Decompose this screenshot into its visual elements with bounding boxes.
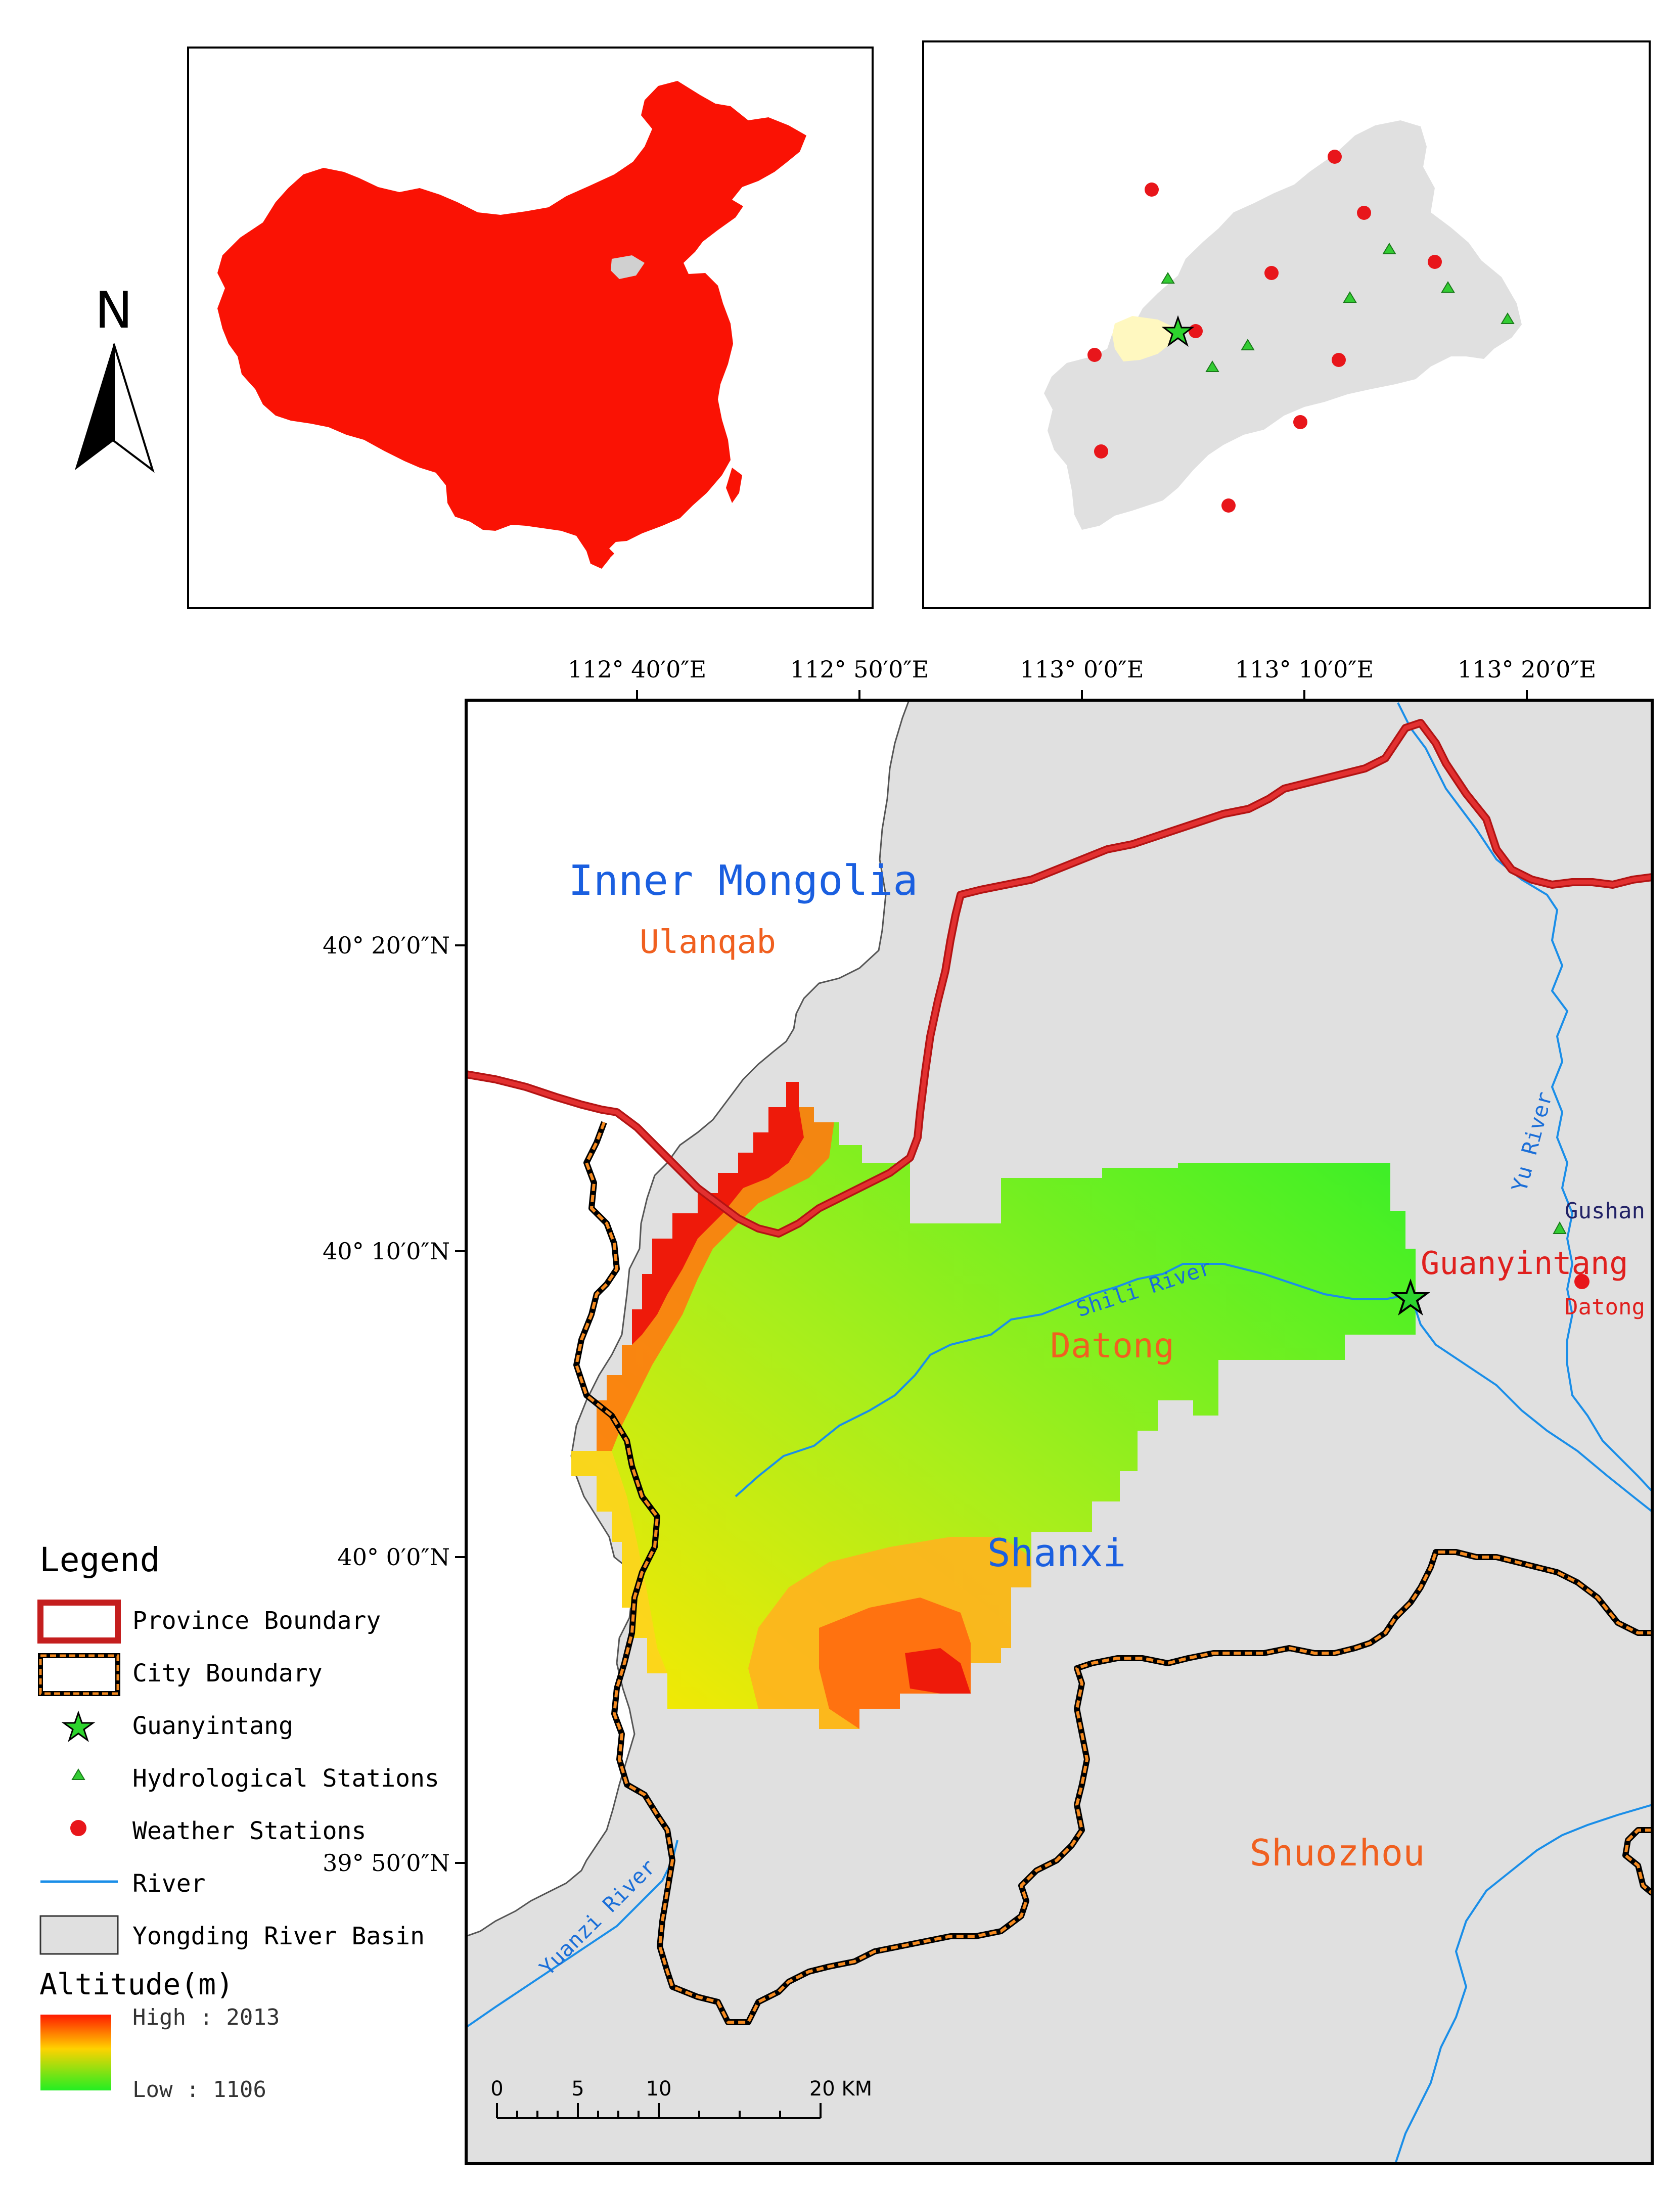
shanxi-label: Shanxi — [987, 1530, 1126, 1575]
altitude-high-label: High : 2013 — [132, 2004, 280, 2030]
altitude-low-label: Low : 1106 — [132, 2077, 266, 2103]
legend-city-swatch — [38, 1653, 120, 1696]
guanyintang-star-inset-icon — [1161, 315, 1195, 347]
lon-tick-label: 113° 0′0″E — [1020, 656, 1144, 683]
scale-tick-label: 10 — [646, 2077, 672, 2101]
scale-tick-label: 20 KM — [809, 2077, 872, 2101]
altitude-gradient-bar — [40, 2015, 111, 2090]
legend-star-icon — [61, 1710, 96, 1742]
legend-item-label: Hydrological Stations — [132, 1764, 439, 1793]
study-catchment-highlight — [1112, 316, 1177, 361]
lon-tick-label: 113° 10′0″E — [1235, 656, 1374, 683]
lat-tick-label: 39° 50′0″N — [323, 1849, 450, 1877]
legend-basin-swatch — [39, 1915, 119, 1955]
south-river — [1394, 1804, 1652, 2164]
province-boundary — [466, 719, 1652, 1238]
datong-station-label: Datong — [1565, 1294, 1645, 1320]
lon-ticks — [636, 690, 1528, 700]
scale-tick-label: 0 — [490, 2077, 503, 2101]
weather-stations-inset — [1087, 150, 1442, 513]
rivers — [466, 702, 1652, 2164]
gushan-label: Gushan — [1565, 1198, 1645, 1224]
yu-river — [1397, 702, 1652, 1492]
altitude-title: Altitude(m) — [39, 1967, 234, 2001]
shuozhou-label: Shuozhou — [1250, 1832, 1425, 1874]
shili-outlet — [1410, 1294, 1652, 1513]
study-area-in-china — [611, 255, 645, 279]
altitude-raster — [571, 1082, 1416, 1729]
north-arrow-icon: N — [75, 281, 155, 473]
legend-weather-dot-icon — [70, 1820, 86, 1836]
basin-inset-map — [1044, 120, 1522, 530]
lat-tick-label: 40° 10′0″N — [323, 1238, 450, 1265]
scale-tick-label: 5 — [571, 2077, 584, 2101]
scale-bar — [496, 2103, 822, 2119]
legend-triangle-icon — [71, 1768, 85, 1780]
hydro-stations-inset — [1161, 243, 1515, 372]
legend-item-label: Province Boundary — [132, 1607, 381, 1635]
china-map — [217, 81, 806, 569]
guanyintang-label: Guanyintang — [1421, 1245, 1628, 1282]
svg-text:N: N — [95, 281, 133, 340]
lat-ticks — [455, 944, 466, 1864]
lat-tick-label: 40° 20′0″N — [323, 932, 450, 959]
lon-tick-label: 112° 50′0″E — [790, 656, 929, 683]
legend-item-label: City Boundary — [132, 1659, 323, 1688]
legend-title: Legend — [39, 1540, 160, 1579]
legend-item-label: River — [132, 1870, 206, 1898]
ulanqab-label: Ulanqab — [640, 924, 776, 961]
legend-item-label: Weather Stations — [132, 1817, 366, 1845]
yuanzi-river — [466, 1840, 678, 2028]
datong-weather-station-icon — [1574, 1274, 1590, 1289]
gushan-hydro-station-icon — [1553, 1221, 1567, 1234]
lat-tick-label: 40° 0′0″N — [337, 1543, 450, 1571]
lon-tick-label: 113° 20′0″E — [1458, 656, 1596, 683]
legend-symbols — [37, 1600, 121, 2090]
inner-mongolia-label: Inner Mongolia — [568, 857, 918, 905]
shili-river — [735, 1263, 1411, 1497]
guanyintang-star-icon — [1391, 1278, 1430, 1316]
lon-tick-label: 112° 40′0″E — [568, 656, 706, 683]
main-map-frame — [465, 699, 1654, 2165]
datong-city-label: Datong — [1050, 1326, 1174, 1366]
legend-province-swatch — [37, 1600, 121, 1644]
city-boundaries — [573, 1121, 1652, 2025]
legend-item-label: Guanyintang — [132, 1712, 293, 1740]
legend-item-label: Yongding River Basin — [132, 1922, 425, 1950]
